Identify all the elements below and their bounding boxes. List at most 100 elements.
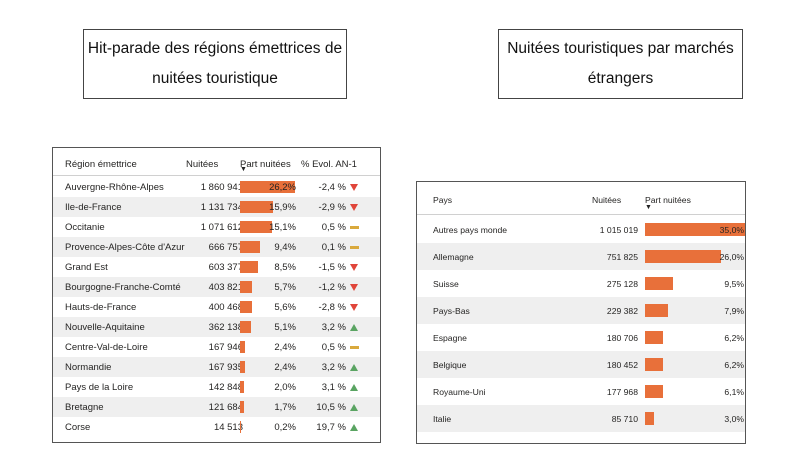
evol-value: -1,5 %: [318, 261, 346, 273]
table-row[interactable]: Provence-Alpes-Côte d'Azur 666 757 9,4% 0,1…: [53, 237, 380, 257]
table-row[interactable]: Belgique 180 452 6,2%: [417, 351, 745, 378]
part-value: 26,0%: [719, 251, 744, 262]
country-name: Royaume-Uni: [433, 386, 486, 397]
trend-shape: [350, 225, 359, 229]
table-row[interactable]: Ile-de-France 1 131 734 15,9% -2,9 %: [53, 197, 380, 217]
part-value: 6,1%: [724, 386, 744, 397]
table-row[interactable]: Nouvelle-Aquitaine 362 138 5,1% 3,2 %: [53, 317, 380, 337]
part-value: 35,0%: [719, 224, 744, 235]
trend-down-icon: [350, 197, 358, 217]
region-name: Nouvelle-Aquitaine: [65, 321, 145, 333]
region-name: Normandie: [65, 361, 112, 373]
evol-value: 3,2 %: [321, 361, 346, 373]
col-header-part[interactable]: Part nuitées: [645, 195, 691, 205]
table-row[interactable]: Occitanie 1 071 612 15,1% 0,5 %: [53, 217, 380, 237]
col-header-nuitees[interactable]: Nuitées: [592, 195, 622, 205]
nuitees-value: 1 860 941: [200, 181, 243, 193]
trend-shape: [350, 403, 358, 411]
trend-shape: [350, 183, 358, 191]
part-value: 1,7%: [274, 401, 296, 413]
evol-value: 10,5 %: [316, 401, 346, 413]
trend-up-icon: [350, 397, 358, 417]
country-name: Pays-Bas: [433, 305, 470, 316]
part-bar: [240, 261, 258, 273]
trend-shape: [350, 383, 358, 391]
table-row[interactable]: Royaume-Uni 177 968 6,1%: [417, 378, 745, 405]
table-row[interactable]: Centre-Val-de-Loire 167 946 2,4% 0,5 %: [53, 337, 380, 357]
trend-shape: [350, 283, 358, 291]
part-bar: [240, 181, 295, 193]
table-row[interactable]: Espagne 180 706 6,2%: [417, 324, 745, 351]
evol-value: 19,7 %: [316, 421, 346, 433]
part-value: 0,2%: [274, 421, 296, 433]
part-value: 2,0%: [274, 381, 296, 393]
nuitees-value: 167 935: [208, 361, 243, 373]
part-bar: [240, 401, 244, 413]
country-name: Italie: [433, 413, 452, 424]
nuitees-value: 1 071 612: [200, 221, 243, 233]
part-value: 2,4%: [274, 361, 296, 373]
nuitees-value: 142 848: [208, 381, 243, 393]
table-row[interactable]: Grand Est 603 377 8,5% -1,5 %: [53, 257, 380, 277]
title-box-countries: Nuitées touristiques par marchés étrange…: [498, 29, 743, 99]
part-bar: [645, 304, 669, 317]
part-value: 15,1%: [269, 221, 296, 233]
header-divider: [53, 175, 380, 176]
nuitees-value: 167 946: [208, 341, 243, 353]
trend-flat-icon: [350, 217, 359, 237]
table-row[interactable]: Auvergne-Rhône-Alpes 1 860 941 26,2% -2,4 %: [53, 177, 380, 197]
nuitees-value: 177 968: [606, 386, 638, 397]
part-value: 3,0%: [724, 413, 744, 424]
part-value: 6,2%: [724, 332, 744, 343]
part-bar: [240, 221, 272, 233]
regions-table: Région émettrice Nuitées Part nuitées % …: [52, 147, 381, 443]
table-row[interactable]: Autres pays monde 1 015 019 35,0%: [417, 216, 745, 243]
evol-value: 0,1 %: [321, 241, 346, 253]
region-name: Bourgogne-Franche-Comté: [65, 281, 181, 293]
part-bar: [240, 361, 246, 373]
trend-down-icon: [350, 277, 358, 297]
part-bar: [240, 381, 245, 393]
part-value: 6,2%: [724, 359, 744, 370]
trend-down-icon: [350, 177, 358, 197]
table-row[interactable]: Allemagne 751 825 26,0%: [417, 243, 745, 270]
table-row[interactable]: Italie 85 710 3,0%: [417, 405, 745, 432]
table-row[interactable]: Suisse 275 128 9,5%: [417, 270, 745, 297]
trend-down-icon: [350, 257, 358, 277]
part-bar: [645, 277, 673, 290]
trend-flat-icon: [350, 337, 359, 357]
col-header-evol[interactable]: % Evol. AN-1: [301, 158, 357, 170]
countries-table-header: Pays Nuitées Part nuitées: [417, 192, 745, 208]
table-row[interactable]: Pays-Bas 229 382 7,9%: [417, 297, 745, 324]
evol-value: 0,5 %: [321, 341, 346, 353]
nuitees-value: 275 128: [606, 278, 638, 289]
trend-shape: [350, 263, 358, 271]
region-name: Grand Est: [65, 261, 108, 273]
trend-shape: [350, 345, 359, 349]
table-row[interactable]: Pays de la Loire 142 848 2,0% 3,1 %: [53, 377, 380, 397]
part-bar: [240, 341, 246, 353]
evol-value: -2,8 %: [318, 301, 346, 313]
nuitees-value: 1 131 734: [200, 201, 243, 213]
trend-flat-icon: [350, 237, 359, 257]
table-row[interactable]: Normandie 167 935 2,4% 3,2 %: [53, 357, 380, 377]
region-name: Hauts-de-France: [65, 301, 137, 313]
region-name: Occitanie: [65, 221, 105, 233]
nuitees-value: 229 382: [606, 305, 638, 316]
sort-desc-icon: ▼: [645, 204, 652, 211]
region-name: Centre-Val-de-Loire: [65, 341, 148, 353]
region-name: Corse: [65, 421, 91, 433]
table-row[interactable]: Hauts-de-France 400 468 5,6% -2,8 %: [53, 297, 380, 317]
col-header-nuitees[interactable]: Nuitées: [186, 158, 219, 170]
col-header-region[interactable]: Région émettrice: [65, 158, 137, 170]
col-header-pays[interactable]: Pays: [433, 195, 453, 205]
table-row[interactable]: Bretagne 121 684 1,7% 10,5 %: [53, 397, 380, 417]
table-row[interactable]: Corse 14 513 0,2% 19,7 %: [53, 417, 380, 437]
part-bar: [240, 301, 252, 313]
regions-table-header: Région émettrice Nuitées Part nuitées % …: [53, 156, 380, 172]
col-header-part[interactable]: Part nuitées: [240, 158, 291, 170]
nuitees-value: 85 710: [611, 413, 638, 424]
trend-up-icon: [350, 317, 358, 337]
table-row[interactable]: Bourgogne-Franche-Comté 403 821 5,7% -1,2 %: [53, 277, 380, 297]
nuitees-value: 180 706: [606, 332, 638, 343]
